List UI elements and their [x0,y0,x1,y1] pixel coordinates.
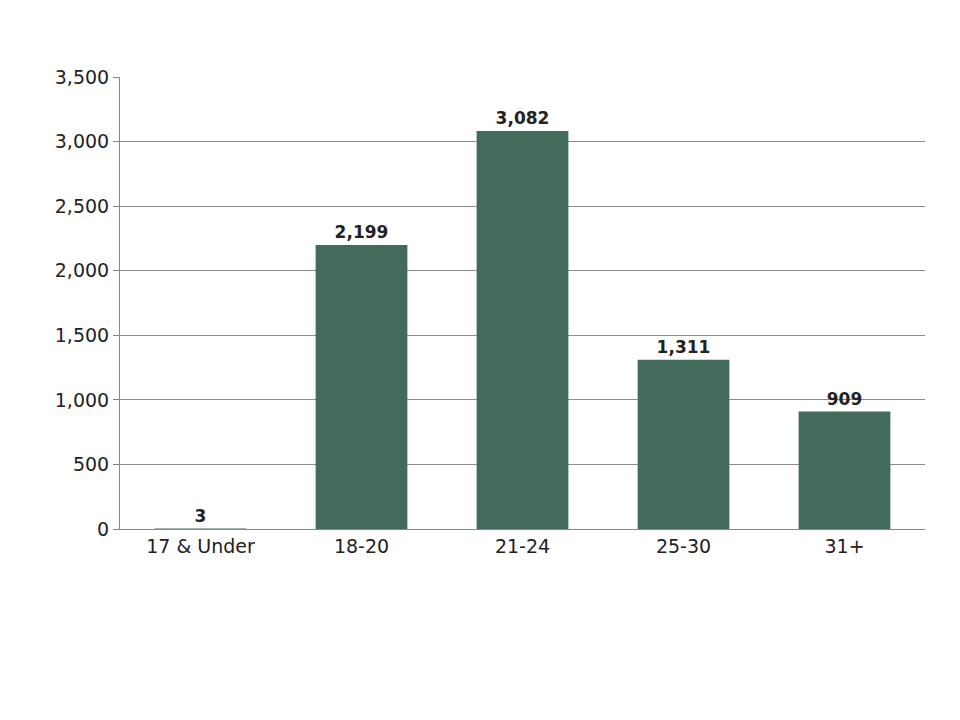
svg-text:1,000: 1,000 [55,389,109,411]
svg-text:500: 500 [73,453,109,475]
svg-text:2,500: 2,500 [55,195,109,217]
svg-text:18-20: 18-20 [334,535,389,557]
svg-text:909: 909 [827,389,863,409]
svg-text:3,082: 3,082 [496,108,550,128]
svg-text:3,000: 3,000 [55,130,109,152]
svg-text:31+: 31+ [824,535,864,557]
svg-text:3,500: 3,500 [55,66,109,88]
svg-text:21-24: 21-24 [495,535,550,557]
svg-text:25-30: 25-30 [656,535,711,557]
svg-text:1,311: 1,311 [657,337,711,357]
svg-text:1,500: 1,500 [55,324,109,346]
svg-text:2,000: 2,000 [55,259,109,281]
svg-text:2,199: 2,199 [335,222,389,242]
svg-text:17 & Under: 17 & Under [146,535,255,557]
svg-text:3: 3 [195,506,207,526]
svg-text:0: 0 [97,518,109,540]
